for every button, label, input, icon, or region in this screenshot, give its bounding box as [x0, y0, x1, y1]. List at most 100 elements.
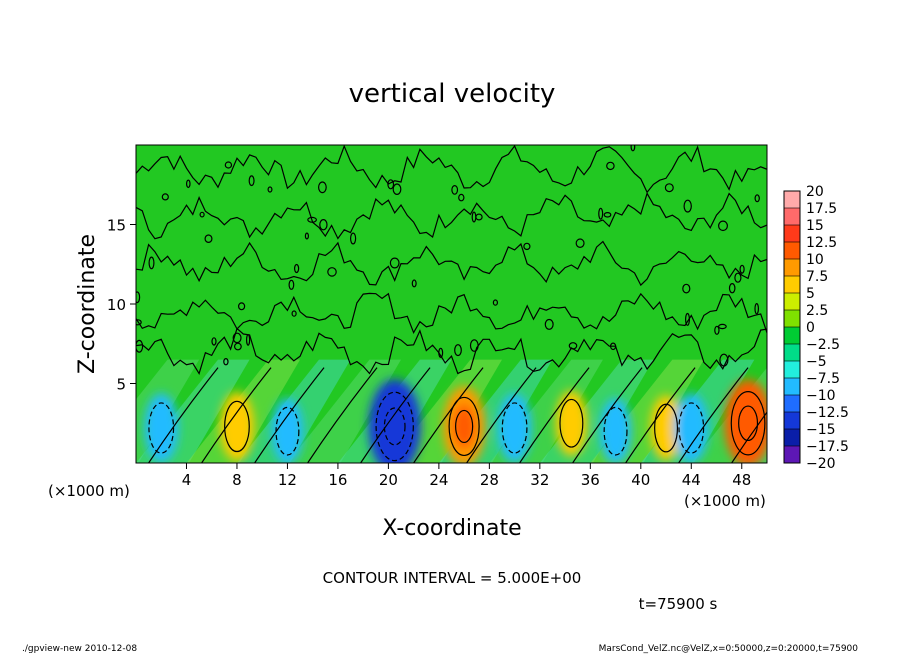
colorbar-label: 12.5	[806, 235, 837, 251]
zero-contour	[136, 191, 767, 240]
contour-blob	[136, 319, 142, 326]
x-tick-label: 40	[631, 471, 650, 489]
contour-blob	[469, 339, 479, 352]
y-tick-label: 10	[107, 296, 126, 314]
contour-line	[738, 405, 759, 442]
zero-contour	[201, 367, 272, 463]
contour-blob	[682, 283, 691, 294]
x-unit-left: (×1000 m)	[48, 482, 130, 500]
colorbar-swatch	[784, 259, 800, 277]
contour-blob	[754, 194, 760, 203]
contour-blob	[199, 211, 205, 218]
contour-blob	[598, 207, 604, 220]
contour-blob	[136, 291, 141, 304]
zero-contour	[254, 367, 325, 463]
zero-contour	[413, 367, 484, 463]
contour-blob	[389, 257, 400, 269]
colorbar-swatch	[784, 208, 800, 226]
colorbar-swatch	[784, 191, 800, 209]
colorbar-label: −17.5	[806, 439, 849, 455]
contour-blob	[739, 264, 745, 274]
contour-blob	[238, 302, 246, 311]
contour-blob	[148, 256, 155, 270]
zero-contour	[678, 367, 749, 463]
zero-contour	[136, 240, 767, 287]
x-tick-label: 36	[581, 471, 600, 489]
contour-blob	[246, 334, 251, 346]
colorbar-swatch	[784, 276, 800, 294]
contour-blob	[475, 213, 483, 221]
colorbar-label: −5	[806, 354, 827, 370]
contour-line	[383, 407, 406, 446]
contour-blob	[223, 358, 229, 366]
contour-blob	[454, 344, 462, 357]
colorbar-label: −20	[806, 456, 836, 472]
contour-blob	[161, 193, 169, 201]
colorbar-label: 10	[806, 252, 824, 268]
x-tick-label: 20	[379, 471, 398, 489]
contour-blob	[728, 283, 736, 294]
x-tick-label: 8	[232, 471, 242, 489]
contour-line	[375, 391, 414, 462]
contour-blob	[387, 179, 395, 190]
colorbar-swatch	[784, 225, 800, 243]
contour-blob	[307, 216, 318, 223]
zero-contour	[731, 411, 767, 463]
contour-blob	[451, 184, 459, 195]
contour-line	[730, 391, 766, 456]
y-axis: 5 10 15	[107, 217, 136, 394]
x-axis: 4 8 12 16 20 24 28 32 36 40 44 48	[182, 463, 751, 489]
colorbar-label: −2.5	[806, 337, 840, 353]
colorbar-label: 2.5	[806, 303, 828, 319]
contour-line	[678, 402, 705, 454]
contour-blob	[683, 199, 692, 213]
contour-line	[559, 398, 584, 448]
y-tick-label: 5	[116, 376, 126, 394]
zero-contour	[466, 367, 537, 463]
colorbar-swatch	[784, 327, 800, 345]
contour-blob	[523, 242, 531, 251]
contour-line	[603, 406, 628, 456]
colorbar-swatch	[784, 412, 800, 430]
plot-area	[136, 145, 767, 463]
x-tick-label: 24	[429, 471, 448, 489]
zero-contour	[136, 327, 767, 376]
zero-contour	[625, 367, 696, 463]
zero-contour	[572, 367, 643, 463]
contour-blob	[544, 318, 554, 330]
contour-blob	[719, 353, 729, 367]
colorbar-label: 20	[806, 184, 824, 200]
contour-blob	[294, 263, 300, 274]
colorbar-label: −10	[806, 388, 836, 404]
y-axis-label: Z-coordinate	[75, 234, 100, 374]
contour-blob	[609, 342, 617, 351]
contour-blob	[248, 175, 255, 187]
colorbar-swatch	[784, 242, 800, 260]
contour-blob	[606, 161, 615, 171]
contour-line	[455, 409, 474, 444]
contour-blob	[734, 272, 742, 283]
colorbar-swatch	[784, 310, 800, 328]
contour-blob	[714, 325, 720, 335]
zero-contour	[307, 367, 378, 463]
contour-line	[654, 403, 679, 453]
y-tick-label: 15	[107, 217, 126, 235]
contour-blob	[304, 232, 309, 240]
zero-contour	[148, 367, 219, 463]
contour-layer	[136, 145, 767, 463]
contour-blob	[186, 179, 191, 189]
footer-right: MarsCond_VelZ.nc@VelZ,x=0:50000,z=0:2000…	[599, 644, 859, 654]
contour-blob	[458, 193, 465, 202]
colorbar-label: 5	[806, 286, 815, 302]
colorbar-swatch	[784, 395, 800, 413]
contour-line	[148, 402, 175, 454]
contour-blob	[438, 347, 444, 358]
contour-interval: CONTOUR INTERVAL = 5.000E+00	[323, 569, 582, 587]
contour-blob	[717, 220, 728, 232]
colorbar: 2017.51512.5107.552.50−2.5−5−7.5−10−12.5…	[783, 184, 849, 472]
contour-line	[501, 402, 528, 454]
contour-blob	[718, 323, 727, 330]
x-tick-label: 28	[480, 471, 499, 489]
contour-blob	[291, 310, 297, 317]
